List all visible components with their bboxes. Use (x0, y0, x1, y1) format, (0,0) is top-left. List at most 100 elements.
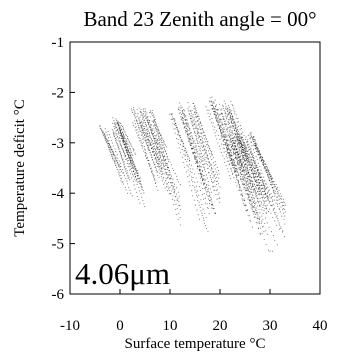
data-point (113, 154, 115, 156)
data-point (181, 145, 183, 147)
data-point (117, 145, 119, 147)
data-point (250, 147, 252, 150)
data-point (238, 147, 240, 149)
data-point (159, 141, 161, 144)
data-point (148, 160, 150, 162)
data-point (197, 140, 199, 142)
data-point (265, 243, 267, 246)
data-point (118, 169, 120, 171)
data-point (149, 164, 151, 166)
data-point (134, 120, 136, 122)
data-point (136, 174, 139, 177)
data-point (258, 193, 260, 196)
data-point (200, 159, 202, 161)
data-point (135, 126, 137, 128)
data-point (252, 170, 254, 172)
data-point (248, 198, 250, 200)
data-point (228, 160, 230, 162)
data-point (231, 104, 233, 106)
data-point (270, 178, 272, 180)
data-point (162, 167, 164, 169)
data-point (179, 205, 181, 207)
data-point (213, 110, 215, 112)
data-point (164, 187, 166, 189)
data-point (183, 109, 185, 111)
data-point (144, 149, 146, 151)
data-point (222, 124, 224, 126)
data-point (242, 163, 244, 165)
data-point (164, 148, 166, 150)
data-point (283, 218, 285, 220)
data-point (201, 203, 203, 206)
data-point (276, 224, 278, 226)
data-point (207, 158, 209, 160)
data-point (229, 140, 231, 142)
data-point (225, 142, 227, 144)
data-point (197, 127, 199, 130)
data-point (139, 128, 141, 130)
data-point (250, 207, 252, 209)
data-point (180, 119, 182, 121)
data-point (185, 171, 187, 173)
data-point (252, 163, 254, 165)
data-point (132, 161, 134, 163)
data-point (189, 117, 191, 119)
data-point (108, 144, 110, 146)
data-point (259, 206, 261, 208)
data-point (123, 152, 126, 154)
data-point (250, 197, 252, 199)
data-point (212, 207, 214, 209)
data-point (210, 169, 212, 171)
data-point (275, 187, 277, 189)
data-point (233, 165, 235, 167)
data-point (147, 130, 149, 132)
data-point (179, 135, 181, 137)
data-point (240, 127, 242, 130)
data-point (206, 207, 208, 209)
data-point (239, 144, 241, 146)
data-point (278, 194, 280, 196)
data-point (257, 198, 259, 200)
data-point (258, 183, 260, 185)
data-point (196, 185, 198, 187)
data-point (176, 214, 178, 216)
data-point (244, 168, 246, 170)
data-point (247, 198, 249, 200)
data-point (222, 104, 224, 106)
chart-title: Band 23 Zenith angle = 00° (83, 7, 316, 31)
data-point (235, 169, 237, 171)
data-point (221, 119, 223, 121)
data-point (230, 100, 232, 103)
data-point (126, 162, 128, 165)
data-point (123, 137, 125, 139)
data-point (209, 101, 211, 103)
data-point (120, 177, 122, 179)
data-point (114, 155, 116, 157)
data-point (204, 146, 206, 148)
data-point (120, 124, 122, 126)
data-point (209, 147, 211, 149)
data-point (228, 163, 231, 165)
data-point (236, 154, 238, 156)
data-point (134, 152, 136, 154)
data-point (145, 124, 148, 126)
data-point (249, 180, 252, 182)
data-point (231, 145, 233, 147)
data-point (152, 116, 154, 118)
data-point (273, 207, 275, 209)
data-point (118, 137, 120, 139)
data-point (284, 204, 286, 206)
data-point (198, 145, 200, 147)
data-point (252, 138, 254, 141)
data-point (246, 183, 248, 185)
data-point (206, 144, 208, 146)
data-point (102, 131, 104, 134)
data-point (223, 110, 225, 112)
data-point (194, 122, 196, 124)
data-point (259, 173, 261, 175)
data-point (111, 151, 113, 153)
data-point (142, 123, 144, 125)
data-point (112, 122, 114, 125)
data-point (120, 123, 122, 125)
data-point (135, 113, 137, 115)
